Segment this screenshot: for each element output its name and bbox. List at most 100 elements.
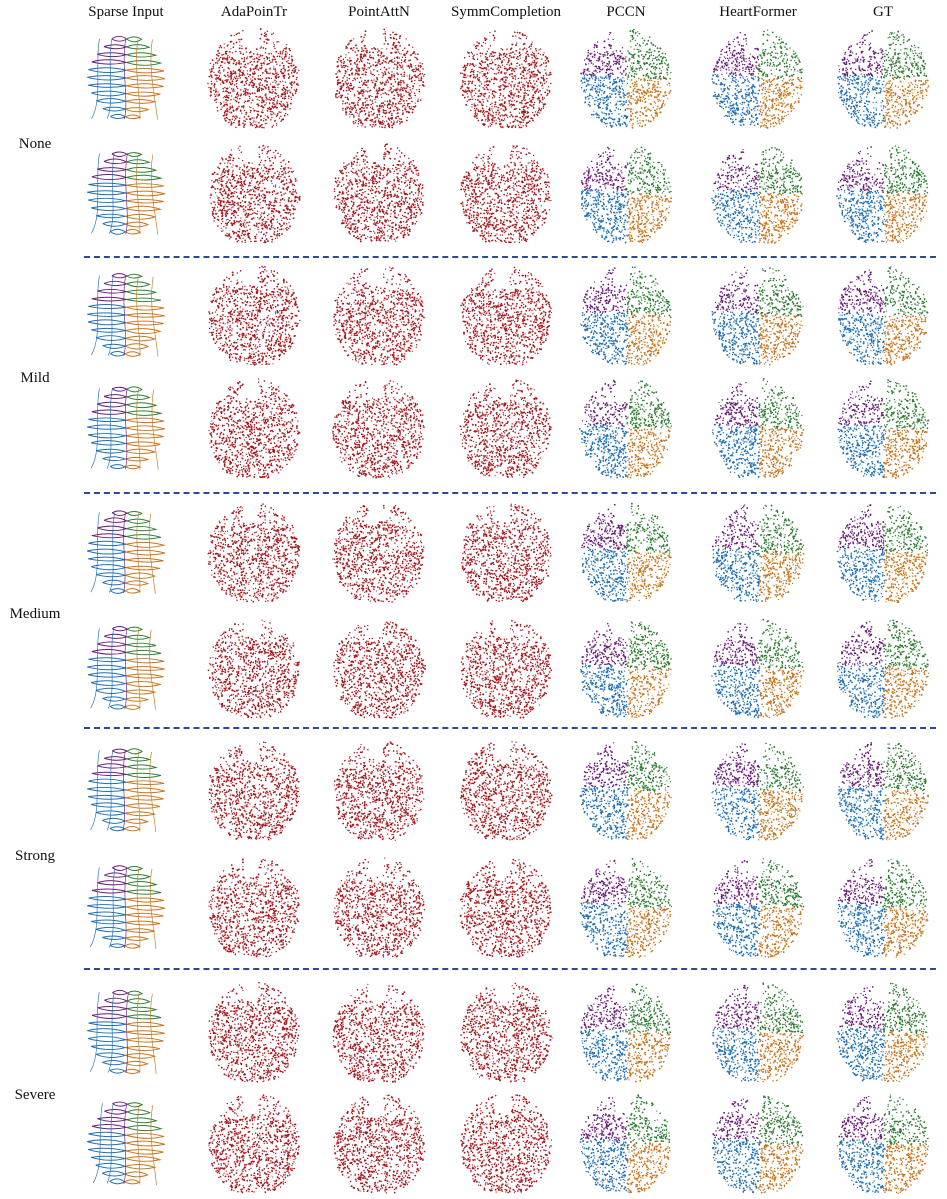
group-divider — [84, 256, 936, 258]
result-cell — [703, 614, 813, 722]
result-cell — [324, 1089, 434, 1197]
result-cell — [324, 978, 434, 1086]
point-cloud — [460, 145, 552, 244]
point-cloud — [460, 982, 553, 1083]
column-header-gt: GT — [818, 4, 947, 21]
point-cloud — [836, 1094, 929, 1194]
point-cloud — [459, 30, 552, 129]
result-cell — [71, 24, 181, 132]
result-cell — [828, 261, 938, 369]
point-cloud — [711, 377, 805, 479]
point-cloud — [578, 379, 673, 479]
point-cloud — [836, 145, 929, 244]
point-cloud — [838, 266, 929, 366]
result-cell — [703, 261, 813, 369]
result-cell — [828, 139, 938, 247]
result-cell — [324, 374, 434, 482]
point-cloud — [579, 1094, 671, 1194]
point-cloud — [712, 982, 805, 1083]
result-cell — [451, 736, 561, 844]
sparse-input-cloud — [87, 273, 165, 357]
point-cloud — [208, 981, 300, 1083]
point-cloud — [711, 1095, 804, 1194]
result-cell — [71, 498, 181, 606]
result-cell — [571, 139, 681, 247]
result-cell — [71, 139, 181, 247]
result-cell — [71, 853, 181, 961]
point-cloud — [333, 741, 425, 841]
point-cloud — [711, 618, 805, 719]
result-cell — [71, 614, 181, 722]
result-cell — [571, 1089, 681, 1197]
sparse-input-cloud — [87, 1101, 165, 1186]
result-cell — [703, 498, 813, 606]
result-cell — [828, 736, 938, 844]
sparse-input-cloud — [87, 989, 165, 1075]
column-header-symmcompletion: SymmCompletion — [441, 4, 571, 21]
group-divider — [84, 968, 936, 970]
point-cloud — [460, 1094, 553, 1194]
result-cell — [71, 1089, 181, 1197]
result-cell — [199, 736, 309, 844]
point-cloud — [837, 741, 929, 841]
point-cloud — [208, 265, 301, 366]
point-cloud — [580, 266, 672, 366]
result-cell — [324, 614, 434, 722]
point-cloud — [208, 858, 300, 958]
result-cell — [828, 374, 938, 482]
point-cloud — [208, 741, 300, 841]
sparse-input-cloud — [87, 748, 166, 832]
result-cell — [199, 374, 309, 482]
point-cloud — [711, 266, 804, 366]
point-cloud — [580, 983, 672, 1083]
point-cloud — [334, 28, 426, 129]
sparse-input-cloud — [87, 386, 166, 470]
result-cell — [324, 853, 434, 961]
result-cell — [71, 736, 181, 844]
result-cell — [199, 261, 309, 369]
point-cloud — [460, 503, 552, 603]
point-cloud — [836, 982, 929, 1083]
point-cloud — [712, 858, 805, 958]
result-cell — [828, 1089, 938, 1197]
result-cell — [703, 1089, 813, 1197]
result-cell — [703, 978, 813, 1086]
row-label-medium: Medium — [0, 606, 70, 623]
result-cell — [571, 498, 681, 606]
result-cell — [451, 853, 561, 961]
row-label-severe: Severe — [0, 1087, 70, 1104]
point-cloud — [581, 502, 672, 603]
column-header-heartformer: HeartFormer — [693, 4, 823, 21]
result-cell — [71, 374, 181, 482]
result-cell — [451, 1089, 561, 1197]
result-cell — [451, 374, 561, 482]
point-cloud — [208, 378, 301, 479]
point-cloud — [209, 144, 301, 244]
point-cloud — [579, 740, 672, 841]
result-cell — [451, 498, 561, 606]
point-cloud — [836, 619, 930, 719]
result-cell — [199, 978, 309, 1086]
point-cloud — [207, 28, 300, 129]
result-cell — [571, 614, 681, 722]
result-cell — [324, 139, 434, 247]
point-cloud — [459, 858, 552, 958]
result-cell — [828, 24, 938, 132]
point-cloud — [207, 619, 300, 719]
result-cell — [703, 853, 813, 961]
group-divider — [84, 492, 936, 494]
result-cell — [828, 853, 938, 961]
result-cell — [828, 978, 938, 1086]
result-cell — [199, 853, 309, 961]
point-cloud — [333, 1094, 426, 1194]
result-cell — [324, 736, 434, 844]
result-cell — [703, 374, 813, 482]
result-cell — [199, 24, 309, 132]
result-cell — [451, 24, 561, 132]
point-cloud — [459, 379, 552, 479]
result-cell — [703, 24, 813, 132]
result-cell — [571, 24, 681, 132]
point-cloud — [837, 30, 930, 129]
sparse-input-cloud — [87, 35, 166, 120]
point-cloud — [460, 619, 553, 719]
